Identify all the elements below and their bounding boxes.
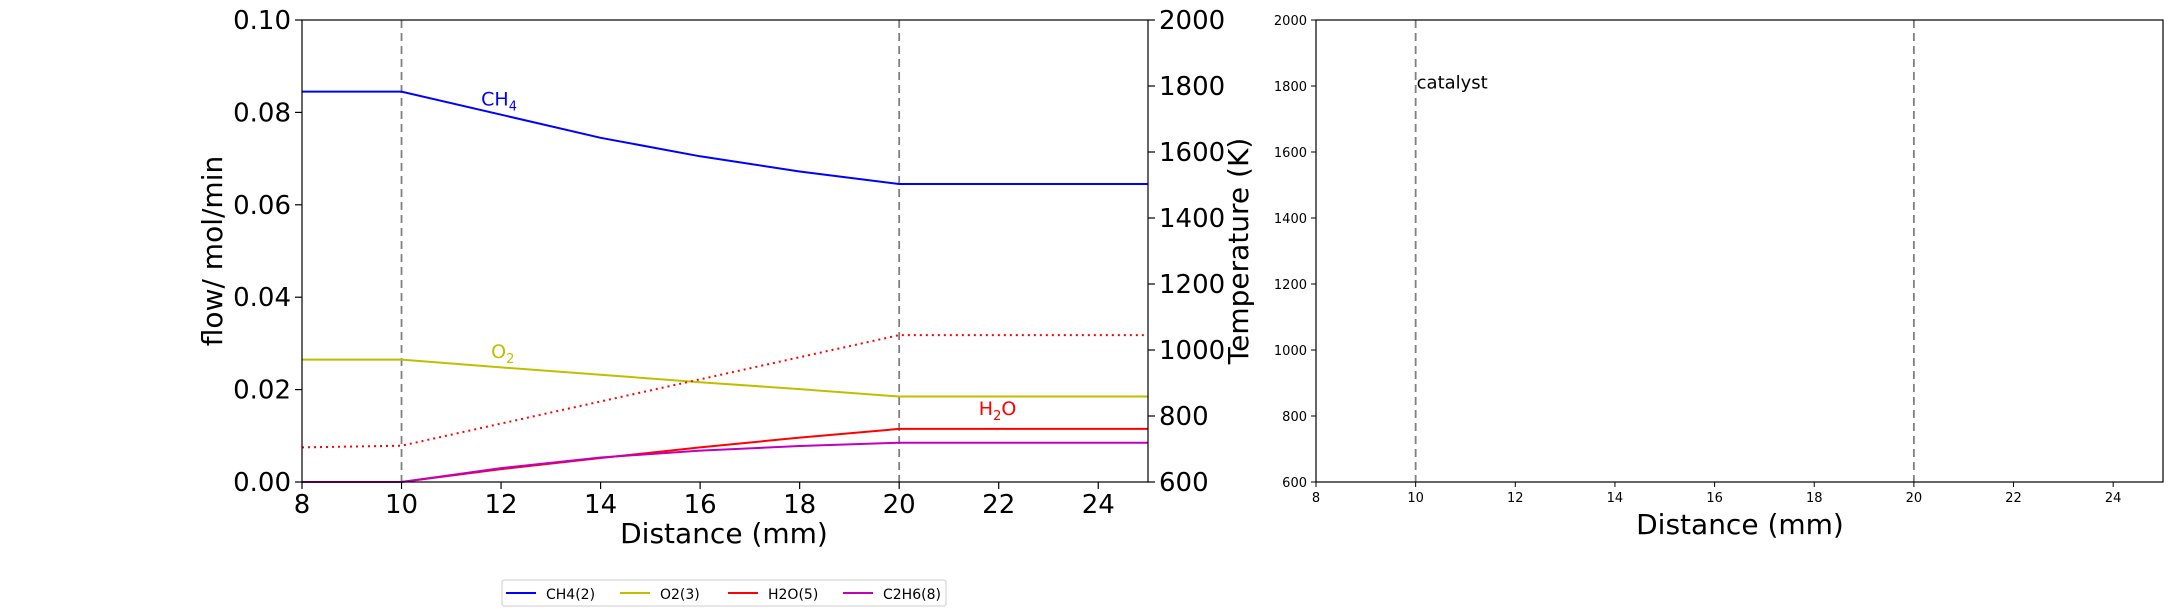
y-tick-label-0: 0.00 [233,468,291,498]
temperature-plot-frame [1315,19,2164,483]
right-x-tick-label-1: 10 [1407,491,1424,506]
legend-box [501,579,947,607]
series-line-1 [302,358,1148,398]
series-label-2: H2O [979,398,1017,424]
right-x-tick-label-7: 22 [2005,491,2022,506]
x-tick-label-5: 18 [783,490,816,520]
flow-x-ticks: 8 10 12 14 16 18 20 22 24 [294,482,1115,520]
series-line-2 [302,427,1148,483]
legend-label-0: CH4(2) [546,587,595,603]
right-y-tick-label-1: 800 [1282,410,1307,425]
right-x-tick-label-4: 16 [1706,491,1723,506]
right-y-tick-label-5: 1600 [1274,146,1307,161]
catalyst-boundary-lines [400,20,901,482]
temperature-line [301,334,1148,449]
series-labels: CH4 O2 H2O [481,88,1016,424]
temperature-axis-label: Temperature (K) [1222,138,1255,365]
x-tick-label-0: 8 [294,490,311,520]
right-x-ticks: 8 10 12 14 16 18 20 22 24 [1312,482,2122,506]
right-y-tick-label-3: 1200 [1274,278,1307,293]
right-x-axis-label: Distance (mm) [1636,508,1844,541]
right-y-ticks: 600 800 1000 1200 1400 1600 1800 2000 [1274,14,1316,491]
legend-label-2: H2O(5) [768,587,818,603]
legend: CH4(2) O2(3) H2O(5) C2H6(8) [501,579,947,607]
right-y-tick-label-4: 1400 [1274,212,1307,227]
right-x-tick-label-3: 14 [1607,491,1624,506]
legend-entries: CH4(2) O2(3) H2O(5) C2H6(8) [506,587,941,603]
y2-tick-label-6: 1800 [1159,72,1225,102]
flow-plot-frame [301,19,1149,483]
y-tick-label-2: 0.04 [233,283,291,313]
x-tick-label-1: 10 [385,490,418,520]
right-x-tick-label-2: 12 [1507,491,1524,506]
y-tick-label-4: 0.08 [233,98,291,128]
right-x-tick-label-5: 18 [1806,491,1823,506]
legend-label-3: C2H6(8) [883,587,941,603]
x-tick-label-2: 12 [485,490,518,520]
x-tick-label-3: 14 [584,490,617,520]
y2-tick-label-3: 1200 [1159,270,1225,300]
y2-tick-label-5: 1600 [1159,138,1225,168]
right-y-tick-label-0: 600 [1282,476,1307,491]
x-tick-label-8: 24 [1082,490,1115,520]
y2-tick-label-0: 600 [1159,468,1209,498]
y2-tick-label-4: 1400 [1159,204,1225,234]
series-label-0: CH4 [481,88,517,114]
flow-y-axis-label: flow/ mol/min [196,156,229,346]
series-label-1: O2 [491,341,514,367]
temperature-axis-ticks: 600 800 1000 1200 1400 1600 1800 2000 [1148,6,1225,498]
series-line-0 [302,90,1148,185]
right-y-tick-label-2: 1000 [1274,344,1307,359]
y2-tick-label-7: 2000 [1159,6,1225,36]
y2-tick-label-2: 1000 [1159,336,1225,366]
series-line-3 [302,441,1148,483]
flow-x-axis-label: Distance (mm) [620,517,828,550]
x-tick-label-4: 16 [684,490,717,520]
right-y-tick-label-6: 1800 [1274,80,1307,95]
y-tick-label-3: 0.06 [233,191,291,221]
right-x-tick-label-8: 24 [2105,491,2122,506]
catalyst-annotation: catalyst [1417,73,1488,94]
legend-label-1: O2(3) [660,587,700,603]
x-tick-label-6: 20 [883,490,916,520]
y-tick-label-1: 0.02 [233,376,291,406]
x-tick-label-7: 22 [982,490,1015,520]
y-tick-label-5: 0.10 [233,6,291,36]
temperature-chart: 8 10 12 14 16 18 20 22 24 600 800 1000 1200 1400 1600… [1274,14,2164,541]
right-x-tick-label-0: 8 [1312,491,1320,506]
y2-tick-label-1: 800 [1159,402,1209,432]
flow-series [302,90,1148,483]
right-x-tick-label-6: 20 [1906,491,1923,506]
catalyst-boundary-lines-right [1414,20,1915,482]
right-y-tick-label-7: 2000 [1274,14,1307,29]
flow-y-ticks: 0.00 0.02 0.04 0.06 0.08 0.10 [233,6,302,498]
